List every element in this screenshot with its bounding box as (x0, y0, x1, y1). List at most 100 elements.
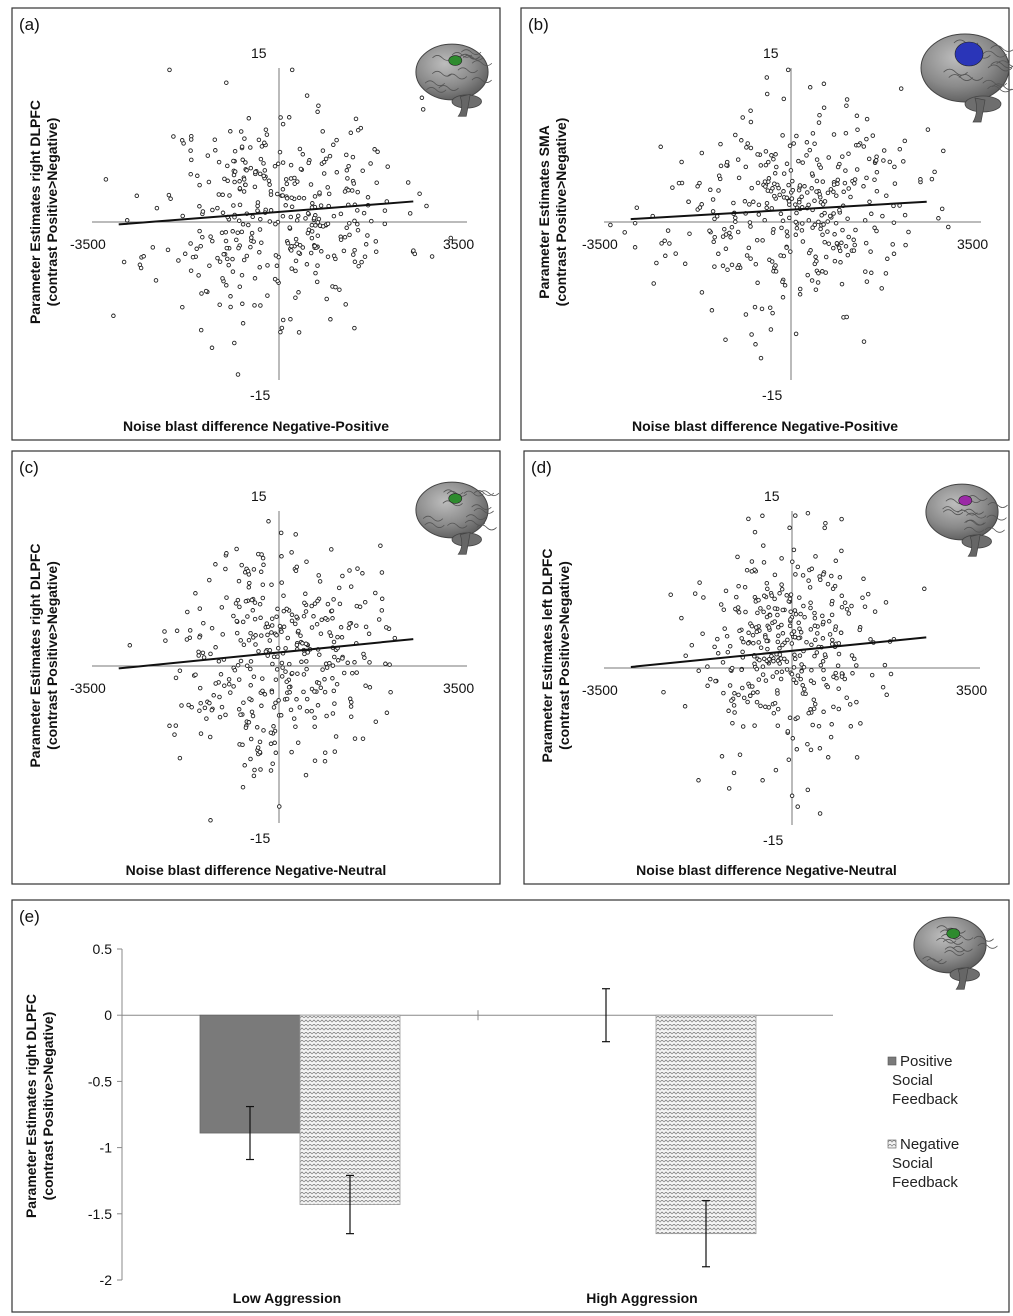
scatter-point (748, 145, 754, 151)
scatter-point (295, 671, 300, 676)
scatter-point (167, 723, 172, 729)
scatter-point (265, 263, 270, 268)
scatter-point (293, 621, 298, 627)
scatter-point (257, 749, 263, 755)
scatter-point (765, 646, 770, 652)
scatter-point (772, 606, 778, 611)
scatter-point (834, 193, 839, 198)
scatter-point (843, 168, 848, 173)
y-tick-min: -15 (250, 830, 270, 846)
scatter-point (778, 676, 784, 682)
scatter-point (208, 651, 213, 657)
scatter-point (303, 591, 308, 597)
scatter-point (784, 593, 789, 598)
scatter-point (281, 593, 286, 598)
scatter-point (723, 232, 729, 237)
scatter-point (215, 255, 220, 261)
scatter-point (820, 659, 826, 664)
scatter-point (836, 706, 842, 712)
scatter-point (197, 204, 202, 209)
scatter-point (697, 205, 703, 210)
scatter-point (337, 601, 343, 607)
scatter-point (362, 599, 368, 605)
scatter-point (419, 95, 425, 101)
scatter-point (828, 734, 834, 740)
scatter-point (780, 631, 786, 636)
scatter-point (735, 157, 741, 162)
scatter-point (749, 623, 755, 629)
scatter-panel: (d) -3500 3500 15 -15 Noise blast difference … (523, 450, 1010, 885)
scatter-point (257, 601, 263, 607)
scatter-point (334, 170, 340, 175)
scatter-point (731, 200, 736, 206)
scatter-point (787, 623, 793, 629)
scatter-point (798, 630, 804, 635)
scatter-point (710, 209, 716, 214)
scatter-point (712, 234, 717, 240)
brain-stem (972, 97, 986, 123)
scatter-point (864, 279, 870, 284)
scatter-point (174, 628, 180, 634)
scatter-point (334, 681, 340, 687)
scatter-point (851, 248, 857, 253)
scatter-point (384, 625, 389, 630)
scatter-point (823, 520, 828, 526)
scatter-point (224, 595, 229, 600)
scatter-point (791, 629, 797, 634)
scatter-point (300, 641, 305, 646)
scatter-point (327, 153, 333, 159)
scatter-point (203, 288, 209, 294)
scatter-point (841, 189, 846, 195)
scatter-point (709, 308, 715, 313)
scatter-point (303, 609, 309, 614)
scatter-point (232, 340, 237, 346)
scatter-point (866, 156, 872, 162)
scatter-point (839, 240, 844, 246)
scatter-point (363, 683, 368, 688)
scatter-point (781, 96, 787, 102)
scatter-point (845, 252, 851, 258)
scatter-point (322, 758, 328, 764)
scatter-point (936, 216, 941, 221)
scatter-point (272, 276, 278, 282)
scatter-point (728, 235, 733, 240)
scatter-point (302, 600, 307, 606)
scatter-point (278, 115, 283, 120)
scatter-point (773, 152, 778, 157)
scatter-point (846, 186, 851, 191)
scatter-point (226, 677, 232, 682)
scatter-point (881, 148, 887, 153)
scatter-point (813, 287, 819, 292)
scatter-point (809, 171, 815, 176)
scatter-point (295, 740, 301, 745)
scatter-point (180, 304, 185, 310)
scatter-point (317, 190, 322, 195)
scatter-point (338, 211, 344, 217)
scatter-point (239, 272, 245, 278)
scatter-point (821, 105, 827, 110)
scatter-point (302, 651, 307, 657)
scatter-point (798, 676, 803, 682)
scatter-point (790, 559, 795, 564)
scatter-point (676, 180, 682, 186)
scatter-point (289, 670, 295, 676)
scatter-point (815, 631, 820, 636)
scatter-point (219, 605, 225, 610)
scatter-point (807, 147, 813, 153)
scatter-point (303, 641, 309, 647)
scatter-point (767, 656, 772, 662)
scatter-point (312, 601, 318, 606)
scatter-point (304, 262, 310, 267)
brain-hemisphere (913, 916, 987, 974)
scatter-point (223, 229, 229, 235)
scatter-point (392, 635, 398, 641)
scatter-point (862, 218, 868, 223)
scatter-point (332, 749, 338, 754)
scatter-point (176, 258, 181, 263)
scatter-point (821, 667, 826, 673)
scatter-point (342, 189, 348, 194)
scatter-point (827, 632, 833, 637)
scatter-point (727, 643, 733, 649)
scatter-point (733, 132, 738, 138)
scatter-point (200, 650, 206, 656)
